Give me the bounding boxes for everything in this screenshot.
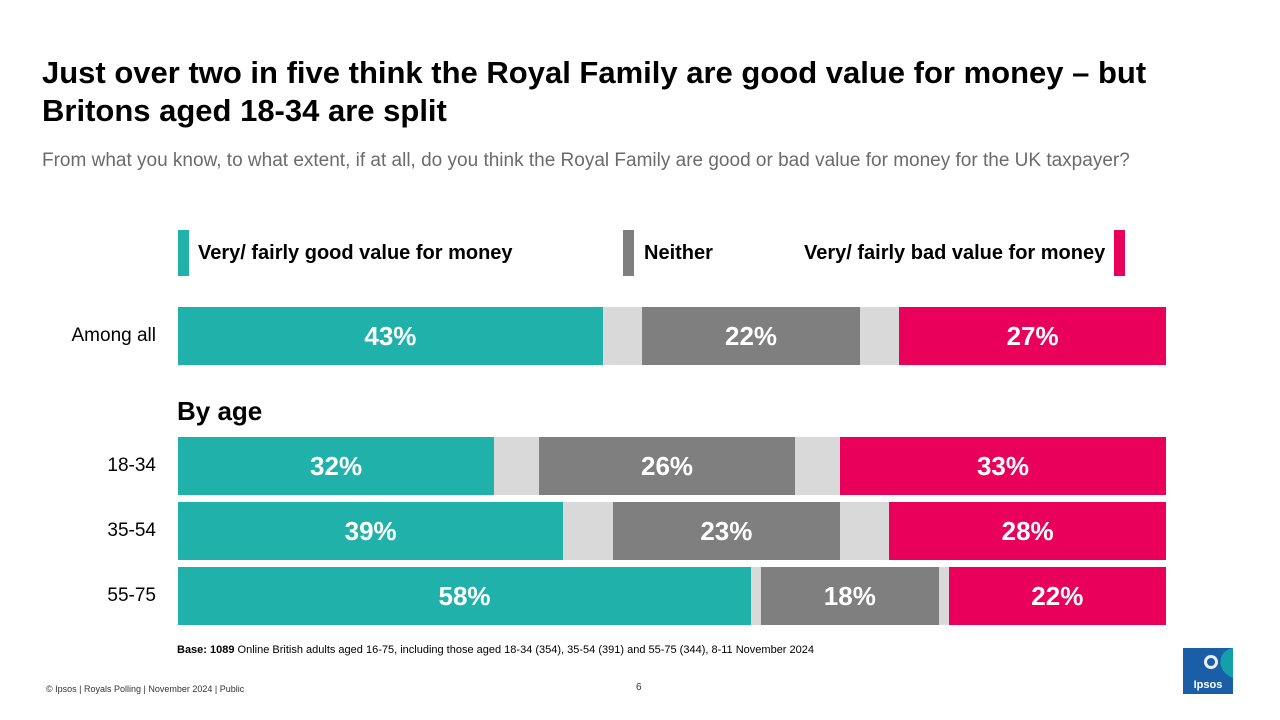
data-label-good-among-all: 43% — [364, 320, 417, 351]
data-label-good-35-54: 39% — [344, 515, 397, 546]
legend-neither-swatch — [623, 230, 634, 276]
question-subtitle: From what you know, to what extent, if a… — [42, 150, 1130, 171]
bar-good-55-75: 58% — [178, 567, 752, 625]
bar-neither-55-75: 18% — [760, 567, 939, 625]
legend-neither-label: Neither — [644, 241, 713, 264]
bar-neither-18-34: 26% — [538, 437, 796, 495]
footer-copyright: © Ipsos | Royals Polling | November 2024… — [46, 684, 245, 694]
bar-row-55-75: 58% 18% 22% — [178, 567, 1166, 625]
data-label-neither-55-75: 18% — [823, 580, 876, 611]
legend-bad-label: Very/ fairly bad value for money — [804, 241, 1106, 264]
base-footnote-bold: Base: 1089 — [177, 644, 235, 656]
legend-bad-swatch — [1114, 230, 1126, 276]
bar-row-among-all: 43% 22% 27% — [178, 307, 1166, 365]
bar-good-35-54: 39% — [178, 502, 564, 560]
legend-bad: Very/ fairly bad value for money — [804, 230, 1126, 276]
bar-bad-55-75: 22% — [948, 567, 1166, 625]
data-label-bad-among-all: 27% — [1006, 320, 1059, 351]
data-label-bad-55-75: 22% — [1031, 580, 1084, 611]
ipsos-logo-text: Ipsos — [1193, 679, 1223, 691]
row-label-55-75: 55-75 — [107, 585, 156, 606]
bar-bad-18-34: 33% — [839, 437, 1166, 495]
base-footnote-text: Online British adults aged 16-75, includ… — [234, 644, 814, 656]
ipsos-logo-mark — [1183, 648, 1233, 694]
data-label-neither-35-54: 23% — [700, 515, 753, 546]
row-label-among-all: Among all — [71, 325, 157, 346]
data-label-bad-35-54: 28% — [1001, 515, 1054, 546]
bar-row-18-34: 32% 26% 33% — [178, 437, 1166, 495]
bar-good-18-34: 32% — [178, 437, 495, 495]
legend-good-label: Very/ fairly good value for money — [198, 241, 513, 264]
row-label-35-54: 35-54 — [107, 520, 156, 541]
ipsos-logo: Ipsos — [1183, 648, 1233, 694]
legend-neither: Neither — [623, 230, 713, 276]
bar-neither-among-all: 22% — [642, 307, 860, 365]
base-footnote: Base: 1089 Online British adults aged 16… — [177, 644, 814, 656]
data-label-good-55-75: 58% — [438, 580, 491, 611]
bar-bad-among-all: 27% — [899, 307, 1166, 365]
section-label-by-age: By age — [177, 396, 263, 426]
bar-bad-35-54: 28% — [889, 502, 1166, 560]
data-label-neither-among-all: 22% — [725, 320, 778, 351]
bar-row-35-54: 39% 23% 28% — [178, 502, 1166, 560]
legend-good-swatch — [178, 230, 189, 276]
page-title: Just over two in five think the Royal Fa… — [42, 55, 1147, 128]
bar-good-among-all: 43% — [178, 307, 603, 365]
legend-good: Very/ fairly good value for money — [178, 230, 513, 276]
row-label-18-34: 18-34 — [107, 455, 156, 476]
data-label-good-18-34: 32% — [310, 450, 363, 481]
page-number: 6 — [636, 682, 642, 693]
bar-neither-35-54: 23% — [612, 502, 840, 560]
data-label-neither-18-34: 26% — [641, 450, 694, 481]
data-label-bad-18-34: 33% — [976, 450, 1029, 481]
